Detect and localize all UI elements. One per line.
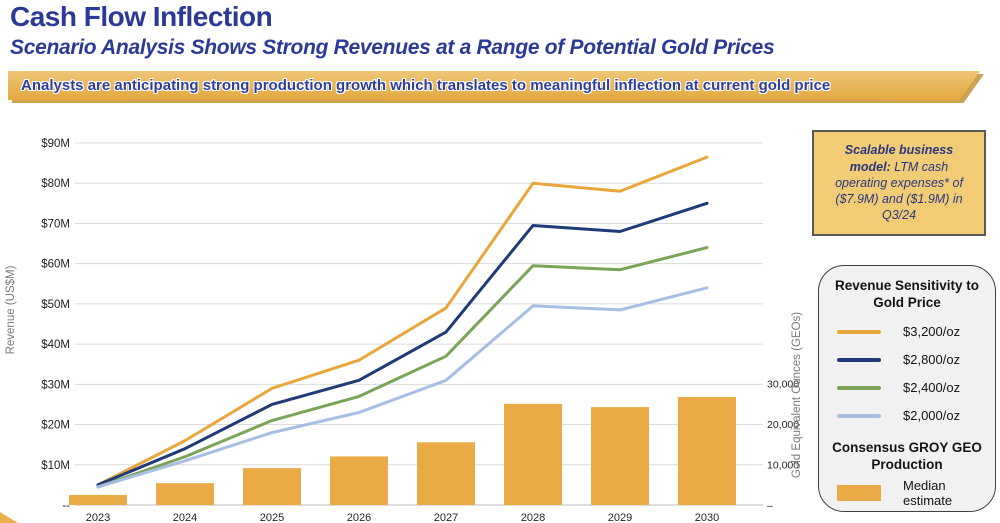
- svg-text:2027: 2027: [434, 512, 458, 523]
- revenue-geo-combo-chart: $10M $20M $30M $40M $50M $60M $70M $80M $90M -- 10…: [5, 138, 803, 523]
- svg-text:30,000: 30,000: [767, 379, 799, 391]
- x-axis-labels: 2023 2024 2025 2026 2027 2028 2029 2030: [86, 512, 719, 523]
- svg-text:$50M: $50M: [41, 299, 70, 311]
- left-axis-title: Revenue (US$M): [5, 265, 17, 354]
- geo-bar-2023: [69, 494, 127, 505]
- line-swatch-2800: [837, 358, 881, 362]
- legend-title: Revenue Sensitivity to Gold Price: [834, 278, 980, 310]
- slide-header: Cash Flow Inflection Scenario Analysis S…: [10, 1, 970, 59]
- legend-label-median: Median estimate: [903, 477, 953, 509]
- line-swatch-3200: [837, 330, 881, 334]
- svg-text:$80M: $80M: [41, 178, 70, 190]
- svg-text:$10M: $10M: [41, 460, 70, 472]
- line-swatch-2400: [837, 386, 881, 390]
- highlight-banner: Analysts are anticipating strong product…: [8, 71, 984, 103]
- right-axis-ticks: 10,000 20,000 30,000 –: [767, 379, 799, 512]
- legend-section-title: Consensus GROY GEO Production: [832, 439, 982, 472]
- svg-text:$60M: $60M: [41, 259, 70, 271]
- svg-text:$30M: $30M: [41, 379, 70, 391]
- svg-text:$40M: $40M: [41, 339, 70, 351]
- legend-label-3200: $3,200/oz: [903, 324, 961, 340]
- legend-row-3200: $3,200/oz: [837, 318, 985, 346]
- geo-bar-2029: [591, 407, 649, 505]
- revenue-line-3200: [96, 155, 709, 487]
- svg-text:20,000: 20,000: [767, 419, 799, 431]
- legend-label-2400: $2,400/oz: [903, 380, 961, 396]
- legend-label-2800: $2,800/oz: [903, 352, 961, 368]
- geo-bar-2028: [504, 403, 562, 505]
- geo-bar-2027: [417, 442, 475, 505]
- corner-decoration: [0, 512, 18, 523]
- legend-row-2800: $2,800/oz: [837, 346, 985, 374]
- bar-swatch-median: [837, 485, 881, 502]
- svg-text:2026: 2026: [347, 512, 371, 523]
- geo-bar-2030: [678, 396, 736, 505]
- svg-text:--: --: [62, 500, 70, 512]
- svg-text:$70M: $70M: [41, 218, 70, 230]
- callout-rest: LTM cash operating expenses* of ($7.9M) …: [835, 159, 963, 223]
- chart-legend: Revenue Sensitivity to Gold Price $3,200…: [818, 265, 996, 512]
- legend-row-2000: $2,000/oz: [837, 402, 985, 430]
- svg-text:2030: 2030: [695, 512, 719, 523]
- svg-text:2025: 2025: [260, 512, 284, 523]
- callout-lead: Scalable business model:: [844, 143, 954, 174]
- svg-text:$20M: $20M: [41, 420, 70, 432]
- svg-text:2023: 2023: [86, 512, 110, 523]
- revenue-line-2800: [96, 201, 709, 487]
- svg-text:2028: 2028: [521, 512, 545, 523]
- left-axis-ticks: $10M $20M $30M $40M $50M $60M $70M $80M $90M --: [41, 138, 70, 512]
- banner-text: Analysts are anticipating strong product…: [21, 77, 831, 94]
- line-swatch-2000: [837, 414, 881, 418]
- svg-text:2024: 2024: [173, 512, 197, 523]
- page-subtitle: Scenario Analysis Shows Strong Revenues …: [10, 35, 775, 59]
- svg-text:–: –: [767, 500, 773, 512]
- page-title: Cash Flow Inflection: [10, 1, 273, 32]
- legend-label-2000: $2,000/oz: [903, 408, 961, 424]
- legend-row-2400: $2,400/oz: [837, 374, 985, 402]
- svg-text:$90M: $90M: [41, 138, 70, 150]
- geo-bar-2024: [156, 483, 214, 505]
- banner-ribbon: Analysts are anticipating strong product…: [8, 71, 980, 100]
- callout-text: Scalable business model: LTM cash operat…: [824, 142, 974, 223]
- revenue-lines: [96, 155, 709, 489]
- right-axis-title: Gold Equivalent Ounces (GEOs): [791, 312, 803, 478]
- scalable-business-callout: Scalable business model: LTM cash operat…: [812, 130, 986, 236]
- svg-text:10,000: 10,000: [767, 460, 799, 472]
- revenue-line-2000: [96, 286, 709, 489]
- svg-text:2029: 2029: [608, 512, 632, 523]
- legend-row-median: Median estimate: [837, 478, 985, 509]
- geo-bar-2026: [330, 456, 388, 505]
- geo-bars: [69, 396, 736, 505]
- revenue-line-2400: [96, 246, 709, 489]
- geo-bar-2025: [243, 468, 301, 505]
